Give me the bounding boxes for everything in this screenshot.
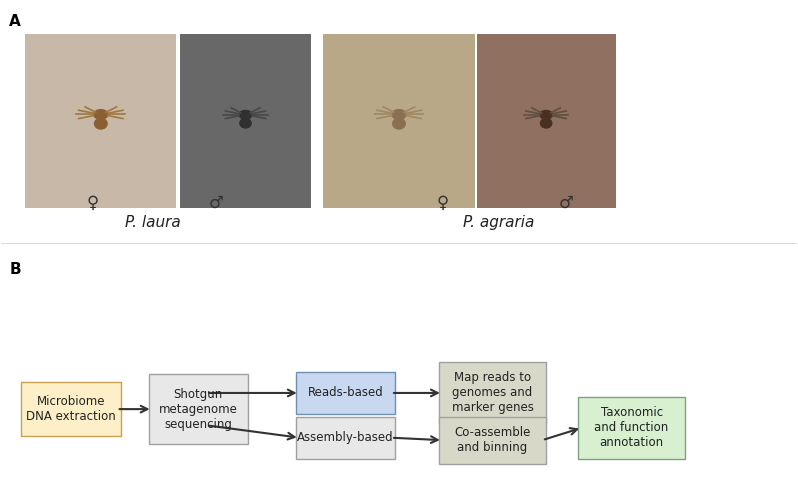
Ellipse shape bbox=[539, 118, 552, 128]
Text: P. laura: P. laura bbox=[124, 215, 180, 230]
Text: ♂: ♂ bbox=[559, 194, 574, 212]
FancyBboxPatch shape bbox=[148, 374, 248, 444]
FancyBboxPatch shape bbox=[323, 34, 475, 208]
FancyBboxPatch shape bbox=[180, 34, 310, 208]
Text: Taxonomic
and function
annotation: Taxonomic and function annotation bbox=[595, 406, 669, 450]
FancyBboxPatch shape bbox=[439, 362, 546, 424]
Text: P. agraria: P. agraria bbox=[463, 215, 534, 230]
FancyBboxPatch shape bbox=[295, 416, 395, 459]
Ellipse shape bbox=[239, 118, 252, 128]
Text: Shotgun
metagenome
sequencing: Shotgun metagenome sequencing bbox=[159, 388, 238, 430]
FancyBboxPatch shape bbox=[295, 372, 395, 414]
Ellipse shape bbox=[392, 118, 406, 130]
FancyBboxPatch shape bbox=[26, 34, 176, 208]
FancyBboxPatch shape bbox=[439, 416, 546, 464]
Text: Map reads to
genomes and
marker genes: Map reads to genomes and marker genes bbox=[452, 372, 533, 414]
FancyBboxPatch shape bbox=[477, 34, 616, 208]
Text: Co-assemble
and binning: Co-assemble and binning bbox=[454, 426, 531, 454]
Ellipse shape bbox=[93, 109, 109, 120]
FancyBboxPatch shape bbox=[22, 382, 120, 436]
Text: Reads-based: Reads-based bbox=[307, 386, 383, 400]
Text: ♀: ♀ bbox=[87, 194, 99, 212]
Ellipse shape bbox=[391, 109, 407, 120]
Text: B: B bbox=[10, 262, 21, 278]
Ellipse shape bbox=[94, 118, 108, 130]
Text: ♀: ♀ bbox=[437, 194, 448, 212]
FancyBboxPatch shape bbox=[578, 396, 685, 459]
Ellipse shape bbox=[539, 110, 553, 120]
Text: Microbiome
DNA extraction: Microbiome DNA extraction bbox=[26, 395, 116, 423]
Text: A: A bbox=[10, 14, 21, 29]
Text: ♂: ♂ bbox=[208, 194, 223, 212]
Ellipse shape bbox=[239, 110, 253, 120]
Text: Assembly-based: Assembly-based bbox=[297, 431, 393, 444]
